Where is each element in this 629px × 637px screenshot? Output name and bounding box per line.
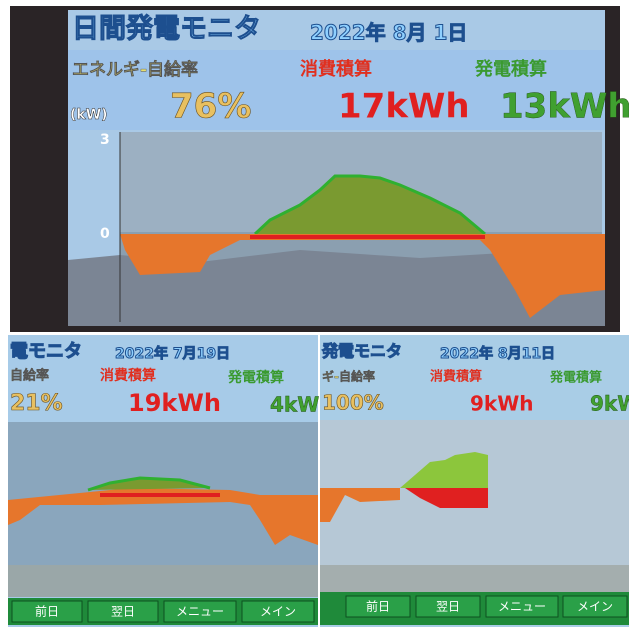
title: 日間発電モニタ	[72, 14, 261, 45]
button-label[interactable]: メニュー	[176, 605, 224, 619]
button[interactable]	[241, 600, 315, 623]
generation: 13kWh	[500, 87, 629, 127]
self-sufficiency-label: ギ-自給率	[322, 369, 375, 384]
button[interactable]	[163, 600, 237, 623]
button[interactable]	[87, 600, 159, 623]
date: 2022年 8月 1日	[310, 21, 467, 45]
generation-edge	[253, 174, 486, 236]
button[interactable]	[345, 595, 411, 618]
consumption-label: 消費積算	[100, 367, 156, 384]
self-sufficiency: 100%	[322, 391, 384, 415]
date: 2022年 8月11日	[440, 345, 555, 362]
sky	[68, 50, 605, 130]
y-label: 0	[100, 226, 110, 242]
generation-edge	[87, 476, 211, 492]
self-sufficiency: 76%	[170, 87, 251, 127]
button[interactable]	[485, 595, 559, 618]
date: 2022年 7月19日	[115, 345, 230, 362]
generation-area	[255, 176, 485, 234]
generation-label: 発電積算	[474, 58, 547, 80]
self-sufficiency-label: エネルギ-自給率	[72, 59, 198, 80]
consumption-area	[8, 488, 318, 545]
generation: 9kWh	[590, 392, 629, 416]
title: 発電モニタ	[321, 342, 402, 361]
generation-label: 発電積算	[227, 369, 284, 386]
title: 電モニタ	[10, 341, 82, 362]
button-label[interactable]: 前日	[35, 604, 59, 619]
consumption-label: 消費積算	[300, 58, 372, 80]
unit: (kW)	[70, 107, 108, 123]
button-label[interactable]: メニュー	[498, 600, 546, 614]
button-label[interactable]: 翌日	[436, 600, 460, 614]
consumption: 19kWh	[128, 389, 221, 417]
buttons: 前日 翌日 メニュー メイン	[345, 595, 628, 618]
button[interactable]	[562, 595, 628, 618]
button[interactable]	[415, 595, 481, 618]
consumption: 17kWh	[338, 87, 470, 127]
y-label: 3	[100, 132, 110, 148]
time-strip	[8, 565, 318, 597]
self-use-area	[405, 488, 488, 508]
generation-area	[400, 452, 488, 488]
hills	[68, 250, 605, 326]
button[interactable]	[11, 600, 83, 623]
top-screen: 日間発電モニタ 2022年 8月 1日 エネルギ-自給率 消費積算 発電積算 (…	[68, 10, 629, 326]
button-label[interactable]: 前日	[366, 599, 390, 614]
button-label[interactable]: メイン	[260, 605, 296, 619]
right-screen: 発電モニタ 2022年 8月11日 ギ-自給率 消費積算 発電積算 100% 9…	[320, 335, 629, 627]
self-sufficiency: 21%	[10, 391, 63, 416]
consumption: 9kWh	[470, 392, 534, 416]
buttons: 前日 翌日 メニュー メイン	[11, 600, 315, 623]
button-label[interactable]: 翌日	[111, 605, 135, 619]
generation-label: 発電積算	[549, 370, 602, 386]
time-strip	[320, 565, 629, 595]
consumption-area	[120, 234, 605, 318]
consumption-area	[320, 488, 400, 522]
consumption-label: 消費積算	[430, 369, 482, 385]
button-label[interactable]: メイン	[577, 600, 613, 614]
left-screen: 電モニタ 2022年 7月19日 自給率 消費積算 発電積算 21% 19kWh…	[8, 335, 334, 627]
self-sufficiency-label: 自給率	[10, 368, 49, 384]
